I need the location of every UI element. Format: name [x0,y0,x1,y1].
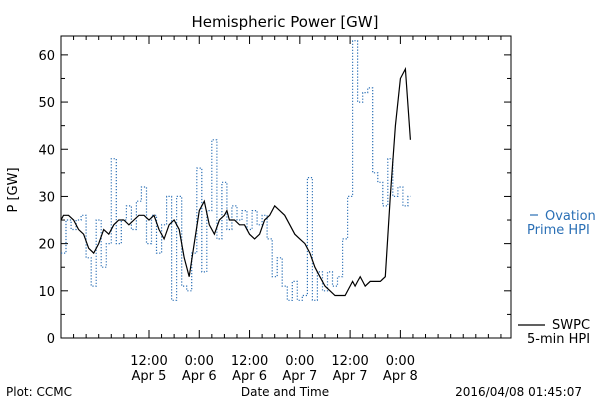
x-tick-day-label: Apr 8 [383,369,418,384]
legend-ovation-label-line1: Ovation [545,209,596,224]
y-tick-label: 60 [38,49,55,64]
x-tick-time-label: 0:00 [386,354,415,369]
chart-title: Hemispheric Power [GW] [192,13,379,31]
y-tick-label: 0 [47,332,55,347]
x-tick-time-label: 0:00 [185,354,214,369]
plot-frame [60,35,512,339]
series-line-ovation [61,40,411,301]
footer-timestamp: 2016/04/08 01:45:07 [455,385,582,399]
series-line-swpc [60,66,411,297]
x-tick-time-label: 12:00 [331,354,368,369]
y-tick-label: 30 [38,190,55,205]
y-tick-label: 50 [38,96,55,111]
legend-swpc-label-line2: 5-min HPI [527,332,590,347]
y-axis-label: P [GW] [6,167,21,212]
y-tick-label: 20 [38,238,55,253]
x-tick-day-label: Apr 6 [232,369,267,384]
x-tick-day-label: Apr 7 [282,369,317,384]
y-tick-label: 10 [38,285,55,300]
x-tick-time-label: 0:00 [285,354,314,369]
y-tick-label: 40 [38,143,55,158]
x-tick-day-label: Apr 6 [182,369,217,384]
footer-left-credit: Plot: CCMC [6,385,72,399]
x-tick-time-label: 12:00 [231,354,268,369]
x-axis-label: Date and Time [241,385,329,399]
x-tick-day-label: Apr 7 [333,369,368,384]
x-tick-time-label: 12:00 [130,354,167,369]
legend-swpc-label-line1: SWPC [552,318,590,333]
legend-ovation-label-line2: Prime HPI [527,223,590,238]
x-tick-day-label: Apr 5 [132,369,167,384]
